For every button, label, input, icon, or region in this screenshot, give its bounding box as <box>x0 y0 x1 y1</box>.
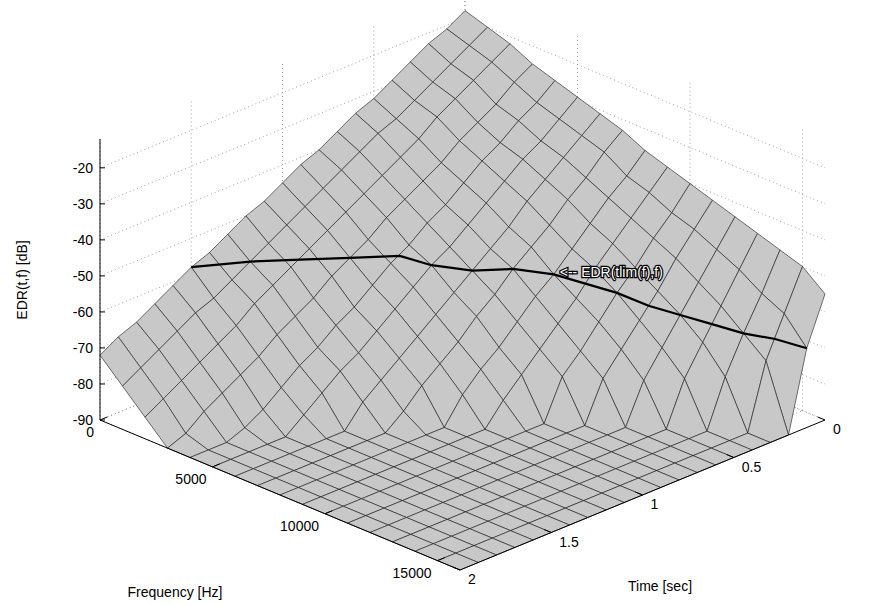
svg-text:0: 0 <box>86 424 94 440</box>
svg-text:EDR(t,f) [dB]: EDR(t,f) [dB] <box>14 240 30 319</box>
svg-text:1: 1 <box>651 496 659 512</box>
svg-text:15000: 15000 <box>393 565 432 581</box>
svg-text:-90: -90 <box>72 412 93 428</box>
svg-text:-50: -50 <box>73 268 93 284</box>
svg-text:-40: -40 <box>73 232 93 248</box>
svg-text:-70: -70 <box>73 340 93 356</box>
svg-text:Time [sec]: Time [sec] <box>628 578 692 594</box>
svg-text:1.5: 1.5 <box>559 534 579 550</box>
svg-text:-30: -30 <box>73 196 93 212</box>
svg-text:-60: -60 <box>73 304 93 320</box>
svg-text:-80: -80 <box>73 376 93 392</box>
svg-text:0: 0 <box>833 421 841 437</box>
svg-text:-20: -20 <box>73 160 93 176</box>
svg-text:<-- EDR(tlim(f),f): <-- EDR(tlim(f),f) <box>560 264 663 280</box>
svg-text:Frequency [Hz]: Frequency [Hz] <box>128 584 223 600</box>
svg-text:2: 2 <box>468 571 476 587</box>
svg-text:0.5: 0.5 <box>742 459 762 475</box>
svg-text:5000: 5000 <box>175 471 206 487</box>
svg-text:10000: 10000 <box>280 518 319 534</box>
